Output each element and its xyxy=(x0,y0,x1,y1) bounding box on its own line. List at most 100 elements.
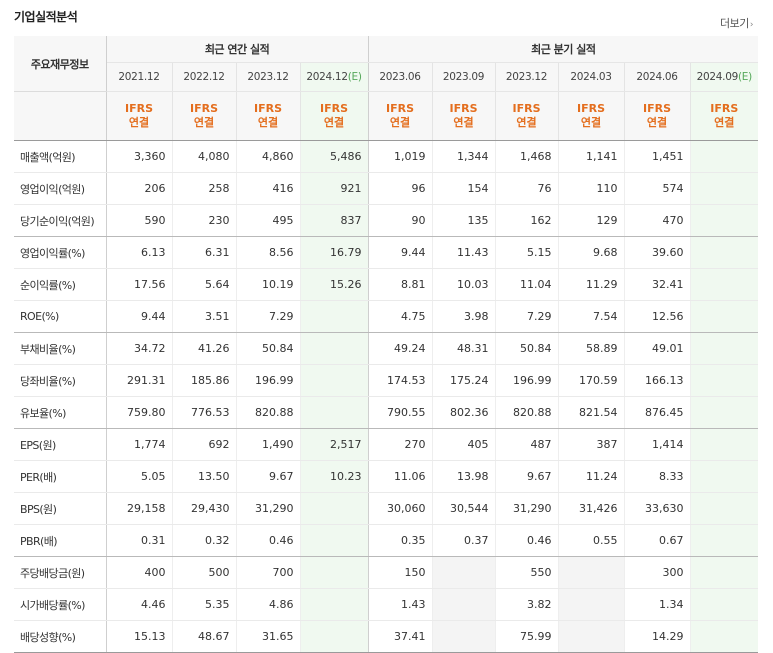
estimate-mark: (E) xyxy=(347,71,362,83)
value-cell: 37.41 xyxy=(367,620,433,653)
ifrs-label: IFRS 연결 xyxy=(367,91,433,141)
value-cell: 6.13 xyxy=(105,236,172,269)
value-cell: 31.65 xyxy=(235,620,300,653)
value-cell: 76 xyxy=(494,172,559,205)
ifrs-standard: IFRS xyxy=(190,102,218,115)
ifrs-label: IFRS 연결 xyxy=(494,91,559,141)
value-cell: 416 xyxy=(235,172,300,205)
value-cell: 29,158 xyxy=(105,492,172,525)
row-label: 유보율(%) xyxy=(14,396,107,429)
value-cell: 5.35 xyxy=(171,588,236,621)
value-cell xyxy=(689,140,759,173)
row-label: 당기순이익(억원) xyxy=(14,204,107,237)
row-label: BPS(원) xyxy=(14,492,107,525)
ifrs-consolidated: 연결 xyxy=(389,116,411,129)
row-label: 영업이익(억원) xyxy=(14,172,107,205)
value-cell: 1,019 xyxy=(367,140,433,173)
value-cell: 4.75 xyxy=(367,300,433,333)
ifrs-consolidated: 연결 xyxy=(128,116,150,129)
value-cell: 400 xyxy=(105,556,172,589)
value-cell: 9.44 xyxy=(105,300,172,333)
more-link[interactable]: 더보기› xyxy=(720,15,754,31)
period-header: 2023.06 xyxy=(367,62,433,92)
value-cell: 1,344 xyxy=(431,140,496,173)
period-header: 2024.09(E) xyxy=(689,62,759,92)
value-cell: 7.29 xyxy=(235,300,300,333)
ifrs-label: IFRS 연결 xyxy=(431,91,496,141)
value-cell xyxy=(557,556,625,589)
value-cell: 700 xyxy=(235,556,300,589)
value-cell: 10.03 xyxy=(431,268,496,301)
value-cell xyxy=(689,620,759,653)
value-cell: 1,141 xyxy=(557,140,625,173)
value-cell: 170.59 xyxy=(557,364,625,397)
value-cell xyxy=(299,492,369,525)
value-cell xyxy=(689,396,759,429)
value-cell: 258 xyxy=(171,172,236,205)
value-cell xyxy=(299,364,369,397)
value-cell: 11.43 xyxy=(431,236,496,269)
value-cell: 487 xyxy=(494,428,559,461)
more-label: 더보기 xyxy=(720,17,749,30)
value-cell: 1.43 xyxy=(367,588,433,621)
value-cell: 196.99 xyxy=(494,364,559,397)
value-cell xyxy=(689,300,759,333)
value-cell: 270 xyxy=(367,428,433,461)
value-cell xyxy=(431,556,496,589)
value-cell: 10.19 xyxy=(235,268,300,301)
value-cell: 48.31 xyxy=(431,332,496,365)
value-cell: 291.31 xyxy=(105,364,172,397)
value-cell: 3.82 xyxy=(494,588,559,621)
table-row: PBR(배) 0.31 0.32 0.46 0.35 0.37 0.46 0.55 0.67 xyxy=(14,524,759,557)
value-cell: 5.15 xyxy=(494,236,559,269)
value-cell xyxy=(689,364,759,397)
value-cell: 8.33 xyxy=(623,460,691,493)
value-cell: 31,290 xyxy=(494,492,559,525)
table-row: 당좌비율(%) 291.31 185.86 196.99 174.53 175.24 196… xyxy=(14,364,759,397)
value-cell xyxy=(689,236,759,269)
value-cell: 12.56 xyxy=(623,300,691,333)
value-cell: 39.60 xyxy=(623,236,691,269)
value-cell: 802.36 xyxy=(431,396,496,429)
value-cell xyxy=(431,620,496,653)
value-cell: 300 xyxy=(623,556,691,589)
value-cell: 166.13 xyxy=(623,364,691,397)
section-title: 기업실적분석 xyxy=(14,10,78,24)
period-header: 2024.03 xyxy=(557,62,625,92)
value-cell: 790.55 xyxy=(367,396,433,429)
value-cell: 7.54 xyxy=(557,300,625,333)
value-cell xyxy=(689,428,759,461)
period-label: 2024.12 xyxy=(306,71,348,83)
value-cell: 759.80 xyxy=(105,396,172,429)
ifrs-standard: IFRS xyxy=(254,102,282,115)
value-cell xyxy=(689,204,759,237)
table-row: 당기순이익(억원) 590 230 495 837 90 135 162 129 470 xyxy=(14,204,759,237)
value-cell: 3.98 xyxy=(431,300,496,333)
value-cell xyxy=(689,460,759,493)
ifrs-consolidated: 연결 xyxy=(580,116,602,129)
value-cell: 590 xyxy=(105,204,172,237)
row-label: 주당배당금(원) xyxy=(14,556,107,589)
value-cell: 921 xyxy=(299,172,369,205)
table-row: 배당성향(%) 15.13 48.67 31.65 37.41 75.99 14.29 xyxy=(14,620,759,653)
value-cell: 6.31 xyxy=(171,236,236,269)
value-cell: 4.46 xyxy=(105,588,172,621)
value-cell: 0.31 xyxy=(105,524,172,557)
value-cell: 776.53 xyxy=(171,396,236,429)
row-label: EPS(원) xyxy=(14,428,107,461)
value-cell: 4.86 xyxy=(235,588,300,621)
ifrs-consolidated: 연결 xyxy=(646,116,668,129)
value-cell: 15.26 xyxy=(299,268,369,301)
value-cell xyxy=(557,588,625,621)
value-cell xyxy=(299,396,369,429)
value-cell: 14.29 xyxy=(623,620,691,653)
value-cell xyxy=(431,588,496,621)
quarter-header: 최근 분기 실적 xyxy=(367,36,759,63)
table-row: EPS(원) 1,774 692 1,490 2,517 270 405 487 387 1,41… xyxy=(14,428,759,461)
value-cell: 50.84 xyxy=(494,332,559,365)
value-cell: 1,490 xyxy=(235,428,300,461)
value-cell: 206 xyxy=(105,172,172,205)
table-row: 유보율(%) 759.80 776.53 820.88 790.55 802.36 820.… xyxy=(14,396,759,429)
row-label: PER(배) xyxy=(14,460,107,493)
ifrs-standard: IFRS xyxy=(125,102,153,115)
